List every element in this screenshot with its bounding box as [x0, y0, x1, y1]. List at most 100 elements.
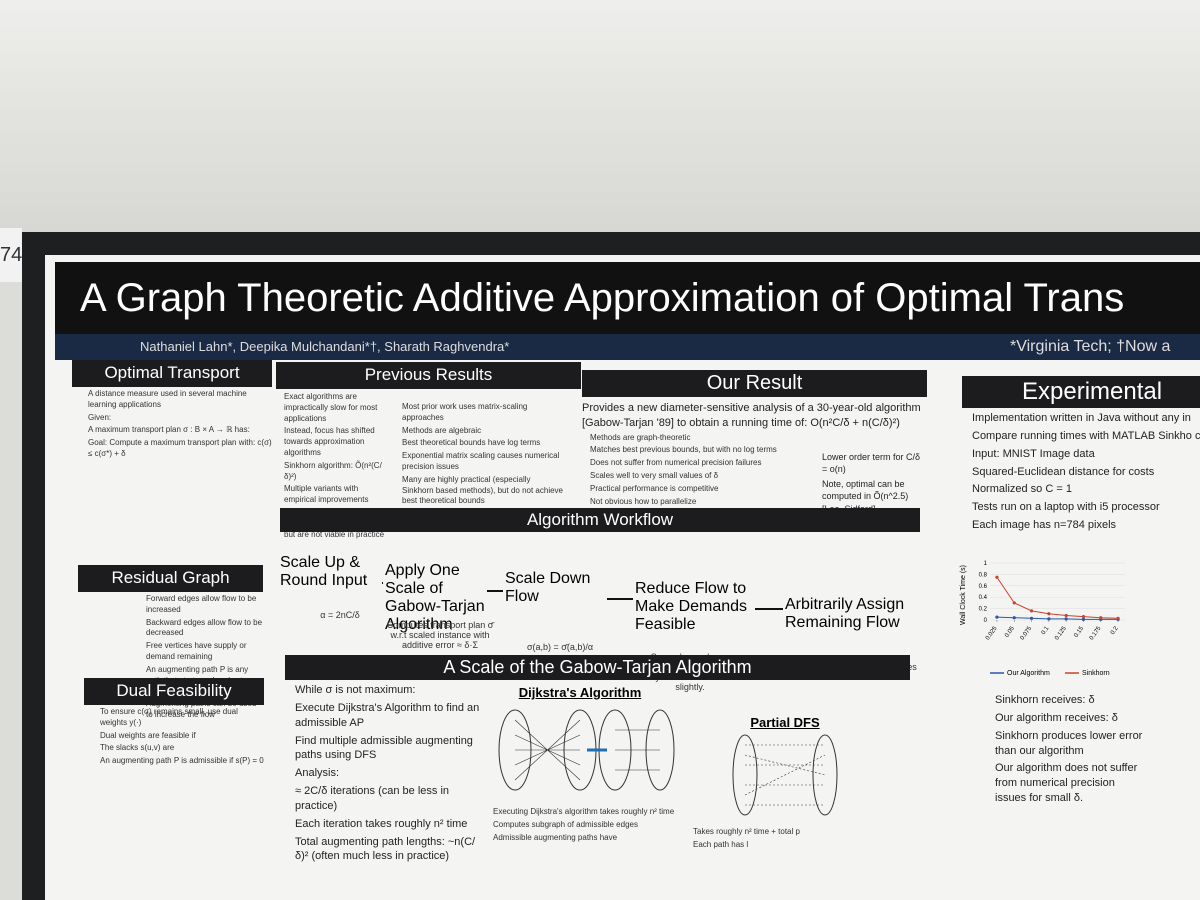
experimental: Experimental Implementation written in J…: [962, 376, 1200, 536]
list-item: Squared-Euclidean distance for costs: [972, 465, 1155, 478]
point: [1064, 613, 1068, 618]
list-item: Compare running times with MATLAB Sinkho…: [972, 429, 1200, 442]
workflow-step: Arbitrarily Assign Remaining Flow: [785, 596, 905, 631]
point: [1116, 616, 1120, 620]
list-item: Admissible augmenting paths have: [493, 832, 618, 842]
point: [1047, 612, 1051, 616]
y-axis-label: Wall Clock Time (s): [960, 565, 967, 625]
list-item: Sinkhorn algorithm: Õ(n²(C/δ)²): [284, 460, 382, 481]
list-item: Tests run on a laptop with i5 processor: [972, 501, 1160, 514]
y-tick-label: 0.4: [979, 595, 988, 601]
list: Methods are graph-theoretic Matches best …: [582, 433, 782, 508]
list-item: Exponential matrix scaling causes numeri…: [402, 451, 560, 471]
list-item: A maximum transport plan σ : B × A → ℝ h…: [88, 425, 250, 435]
list-item: Sinkhorn receives: δ: [995, 694, 1095, 706]
list-item: Dual weights are feasible if: [100, 730, 196, 740]
legend-label: Sinkhorn: [1082, 670, 1110, 677]
point: [1081, 614, 1086, 619]
list-item: Does not suffer from numerical precision…: [590, 458, 762, 468]
section-heading: Residual Graph: [78, 565, 263, 592]
list-item: Computes subgraph of admissible edges: [493, 819, 638, 829]
partial-dfs: Partial DFS Takes roughly n² time + tota…: [685, 715, 885, 853]
ceiling: [0, 0, 1200, 240]
point: [1029, 609, 1034, 613]
optimal-transport: Optimal Transport A distance measure use…: [72, 360, 272, 462]
legend-label: Our Algorithm: [1007, 670, 1050, 677]
point: [1047, 617, 1051, 621]
list-item: Methods are graph-theoretic: [590, 432, 691, 442]
list-item: Our algorithm does not suffer from numer…: [995, 762, 1138, 805]
list-item: Goal: Compute a maximum transport plan w…: [88, 438, 272, 458]
list-item: Our algorithm receives: δ: [995, 711, 1118, 724]
y-tick-label: 0.6: [979, 584, 988, 590]
workflow-note: Computes transport plan σ̄ w.r.t scaled …: [386, 620, 494, 650]
graph-illustration: [732, 734, 838, 816]
list-item: The slacks s(u,v) are: [100, 743, 175, 753]
list-item: An augmenting path P is admissible if s(…: [100, 756, 264, 766]
list-item: Methods are algebraic: [402, 425, 482, 435]
notes: Sinkhorn receives: δ Our algorithm receiv…: [985, 690, 1145, 809]
list-item: Analysis:: [295, 767, 340, 780]
affiliation: *Virginia Tech; †Now a: [1010, 338, 1171, 355]
y-tick-label: 1: [984, 561, 988, 567]
chart: Wall Clock Time (s) 0 0.2 0.4 0.6 0.8 1 0.025 0.…: [960, 561, 1125, 677]
arrow: [487, 590, 503, 592]
list-item: Given:: [88, 412, 112, 422]
list-item: Input: MNIST Image data: [972, 447, 1095, 460]
poster-title: A Graph Theoretic Additive Approximation…: [55, 262, 1200, 334]
x-tick-label: 0.025: [985, 625, 999, 641]
dual-feasibility: Dual Feasibility To ensure c(σ) remains …: [84, 678, 264, 769]
list: Implementation written in Java without a…: [962, 408, 1200, 536]
x-tick-label: 0.125: [1054, 625, 1068, 641]
authors: Nathaniel Lahn*, Deepika Mulchandani*†, …: [140, 339, 510, 354]
booth-number: 74: [0, 228, 22, 282]
point: [1012, 616, 1016, 620]
workflow-note: σ(a,b) = σ̄(a,b)/α: [526, 642, 594, 652]
graph-illustration: [498, 709, 675, 791]
point: [995, 575, 999, 579]
arrow: [382, 582, 383, 584]
section-heading: Dual Feasibility: [84, 678, 264, 705]
gabow-tarjan: A Scale of the Gabow-Tarjan Algorithm Wh…: [285, 655, 910, 895]
list-item: Many are highly practical (especially Si…: [402, 474, 563, 506]
x-tick-label: 0.05: [1004, 625, 1016, 639]
list-item: Each path has l: [693, 839, 749, 849]
list-item: Each iteration takes roughly n² time: [295, 817, 468, 830]
intro: Provides a new diameter-sensitive analys…: [582, 402, 921, 429]
list-item: Normalized so C = 1: [972, 483, 1072, 496]
line: [996, 576, 1119, 619]
list-item: Exact algorithms are impractically slow …: [284, 392, 378, 423]
list-item: Find multiple admissible augmenting path…: [295, 734, 473, 762]
list-item: Lower order term for C/δ = o(n): [822, 452, 921, 475]
list-item: A distance measure used in several machi…: [88, 388, 247, 409]
list: A distance measure used in several machi…: [80, 389, 272, 460]
point: [1012, 601, 1016, 605]
sub-heading: Dijkstra's Algorithm: [518, 685, 642, 700]
x-tick-label: 0.1: [1041, 625, 1051, 636]
y-tick-label: 0: [984, 618, 988, 624]
list-item: Instead, focus has shifted towards appro…: [284, 426, 375, 457]
y-tick-label: 0.8: [979, 572, 988, 578]
list: Takes roughly n² time + total p Each path…: [685, 827, 885, 851]
section-heading: Optimal Transport: [72, 360, 272, 387]
list-item: Multiple variants with empirical improve…: [284, 484, 369, 505]
x-tick-label: 0.075: [1020, 625, 1034, 641]
list: Most prior work uses matrix-scaling appr…: [394, 400, 564, 522]
section-heading: Experimental: [962, 376, 1200, 408]
section-heading: Our Result: [582, 370, 927, 397]
point: [995, 615, 999, 619]
list-item: While σ is not maximum:: [295, 684, 416, 696]
steps: Scale Up & Round Input Apply One Scale of…: [280, 532, 920, 692]
workflow-step: Reduce Flow to Make Demands Feasible: [635, 580, 748, 633]
arrow: [607, 598, 633, 600]
list-item: Sinkhorn produces lower error than our a…: [995, 729, 1143, 757]
x-tick-label: 0.2: [1110, 625, 1120, 636]
list: While σ is not maximum: Execute Dijkstra'…: [285, 683, 480, 864]
workflow-step: Apply One Scale of Gabow-Tarjan Algorith…: [385, 562, 485, 633]
workflow-note: α = 2nC/δ: [320, 610, 360, 620]
list-item: ≈ 2C/δ iterations (can be less in practi…: [295, 785, 450, 812]
point: [1064, 617, 1068, 621]
list: Executing Dijkstra's algorithm takes rou…: [485, 807, 675, 843]
list-item: Each image has n=784 pixels: [972, 519, 1117, 532]
